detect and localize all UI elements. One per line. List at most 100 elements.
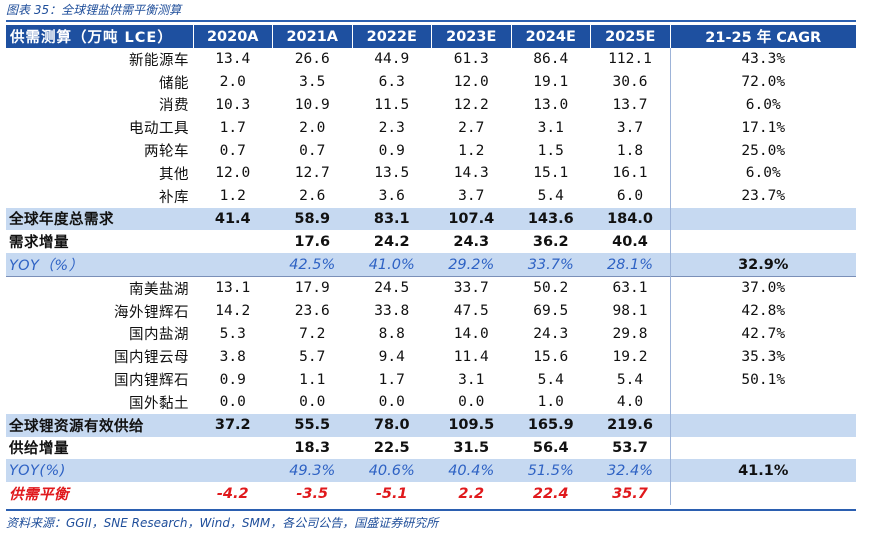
value-cell: 3.1 <box>537 119 564 136</box>
value-cell: 51.5% <box>511 459 591 483</box>
top-rule <box>6 20 856 22</box>
supply-increment-row: 供给增量 18.3 22.5 31.5 56.4 53.7 <box>6 436 856 460</box>
cagr-cell: 42.8% <box>669 299 856 323</box>
value-cell: 5.4 <box>537 371 564 388</box>
row-label: 储能 <box>159 75 189 92</box>
value-cell: 24.5 <box>352 275 432 300</box>
value-cell: 13.7 <box>612 96 648 113</box>
value-cell: 2.2 <box>458 485 485 502</box>
value-cell: 12.7 <box>294 165 330 182</box>
value-cell: 10.3 <box>215 96 251 113</box>
row-label: 其他 <box>159 166 189 183</box>
value-cell: 17.9 <box>272 275 352 300</box>
cagr-cell <box>669 390 856 414</box>
supply-row: 国内盐湖 5.3 7.2 8.8 14.0 24.3 29.8 42.7% <box>6 322 856 346</box>
value-cell: 98.1 <box>612 303 648 320</box>
value-cell: 219.6 <box>590 413 670 437</box>
value-cell: 165.9 <box>511 413 591 437</box>
value-cell: 35.7 <box>612 485 648 502</box>
value-cell: 86.4 <box>533 51 569 68</box>
value-cell: 22.5 <box>373 439 410 456</box>
supply-yoy-row: YOY(%) 49.3% 40.6% 40.4% 51.5% 32.4% 41.1% <box>6 459 856 483</box>
value-cell: 5.3 <box>219 325 246 342</box>
value-cell: 28.1% <box>590 253 670 277</box>
value-cell: 14.3 <box>453 165 489 182</box>
value-cell: 19.1 <box>533 74 569 91</box>
value-cell: 12.2 <box>453 96 489 113</box>
row-label: 国内盐湖 <box>129 327 189 344</box>
bottom-rule <box>6 509 856 511</box>
source-note: 资料来源：GGII，SNE Research，Wind，SMM，各公司公告，国盛… <box>6 516 439 530</box>
value-cell <box>193 437 273 460</box>
value-cell: 10.9 <box>294 96 330 113</box>
row-label: YOY(%) <box>6 459 193 483</box>
value-cell: 83.1 <box>352 207 432 231</box>
value-cell: 26.6 <box>294 51 330 68</box>
cagr-cell: 6.0% <box>669 93 856 117</box>
value-cell: 23.6 <box>294 303 330 320</box>
value-cell: 8.8 <box>378 325 405 342</box>
figure-caption: 图表 35：全球锂盐供需平衡测算 <box>6 3 182 17</box>
value-cell: 3.1 <box>458 371 485 388</box>
value-cell: 5.4 <box>616 371 644 388</box>
supply-demand-table: 供需测算（万吨 LCE） 2020A 2021A 2022E 2023E 202… <box>6 25 856 505</box>
value-cell: 109.5 <box>431 413 511 437</box>
header-cagr: 21-25 年 CAGR <box>669 25 856 48</box>
value-cell: 2.0 <box>219 74 246 91</box>
value-cell: 3.7 <box>616 119 644 136</box>
value-cell: 0.0 <box>378 394 405 411</box>
cagr-cell <box>669 207 856 231</box>
demand-increment-row: 需求增量 17.6 24.2 24.3 36.2 40.4 <box>6 230 856 254</box>
value-cell: 55.5 <box>272 413 352 437</box>
value-cell: 30.6 <box>612 74 648 91</box>
cagr-cell: 43.3% <box>669 48 856 71</box>
cagr-cell: 50.1% <box>669 368 856 391</box>
value-cell: 9.4 <box>378 348 405 365</box>
row-label: 国内锂云母 <box>114 350 189 367</box>
value-cell: 107.4 <box>431 207 511 231</box>
demand-row: 其他 12.0 12.7 13.5 14.3 15.1 16.1 6.0% <box>6 161 856 185</box>
row-label: 供给增量 <box>9 441 69 458</box>
header-2020a: 2020A <box>192 25 273 48</box>
value-cell: 42.5% <box>272 253 352 277</box>
demand-yoy-row: YOY（%） 42.5% 41.0% 29.2% 33.7% 28.1% 32.9% <box>6 253 856 277</box>
header-2023e: 2023E <box>431 25 511 48</box>
header-2022e: 2022E <box>351 25 432 48</box>
value-cell: 24.3 <box>533 325 569 342</box>
value-cell: 1.2 <box>458 142 485 159</box>
cagr-cell: 23.7% <box>669 184 856 208</box>
cagr-cell: 41.1% <box>669 459 856 483</box>
value-cell: 2.6 <box>299 188 326 205</box>
value-cell: 33.7% <box>511 253 591 277</box>
supply-row: 国内锂云母 3.8 5.7 9.4 11.4 15.6 19.2 35.3% <box>6 345 856 369</box>
value-cell: 19.2 <box>612 348 648 365</box>
value-cell: 0.0 <box>299 394 326 411</box>
value-cell: -4.2 <box>216 485 249 502</box>
value-cell: 32.4% <box>590 459 670 483</box>
cagr-cell: 35.3% <box>669 345 856 369</box>
value-cell: 12.0 <box>215 165 251 182</box>
row-label: 需求增量 <box>9 235 69 252</box>
cagr-cell: 25.0% <box>669 139 856 162</box>
supply-row: 国外黏土 0.0 0.0 0.0 0.0 1.0 4.0 <box>6 390 856 414</box>
demand-row: 消费 10.3 10.9 11.5 12.2 13.0 13.7 6.0% <box>6 93 856 117</box>
value-cell: 61.3 <box>453 51 489 68</box>
value-cell: 50.2 <box>511 275 591 300</box>
value-cell: 33.8 <box>374 303 410 320</box>
value-cell: 12.0 <box>453 74 489 91</box>
cagr-cell: 37.0% <box>669 275 856 300</box>
value-cell: 0.0 <box>219 394 246 411</box>
demand-row: 新能源车 13.4 26.6 44.9 61.3 86.4 112.1 43.3% <box>6 48 856 71</box>
value-cell: 1.0 <box>537 394 564 411</box>
value-cell: 5.4 <box>537 188 564 205</box>
value-cell: 1.1 <box>299 371 326 388</box>
value-cell: 15.6 <box>533 348 569 365</box>
value-cell: 143.6 <box>511 207 591 231</box>
value-cell: 44.9 <box>374 51 410 68</box>
value-cell: 41.0% <box>352 253 432 277</box>
value-cell: 13.4 <box>215 51 251 68</box>
value-cell: 0.7 <box>299 142 326 159</box>
row-label: 海外锂辉石 <box>114 304 189 321</box>
value-cell: 56.4 <box>532 439 569 456</box>
value-cell: 63.1 <box>590 275 670 300</box>
